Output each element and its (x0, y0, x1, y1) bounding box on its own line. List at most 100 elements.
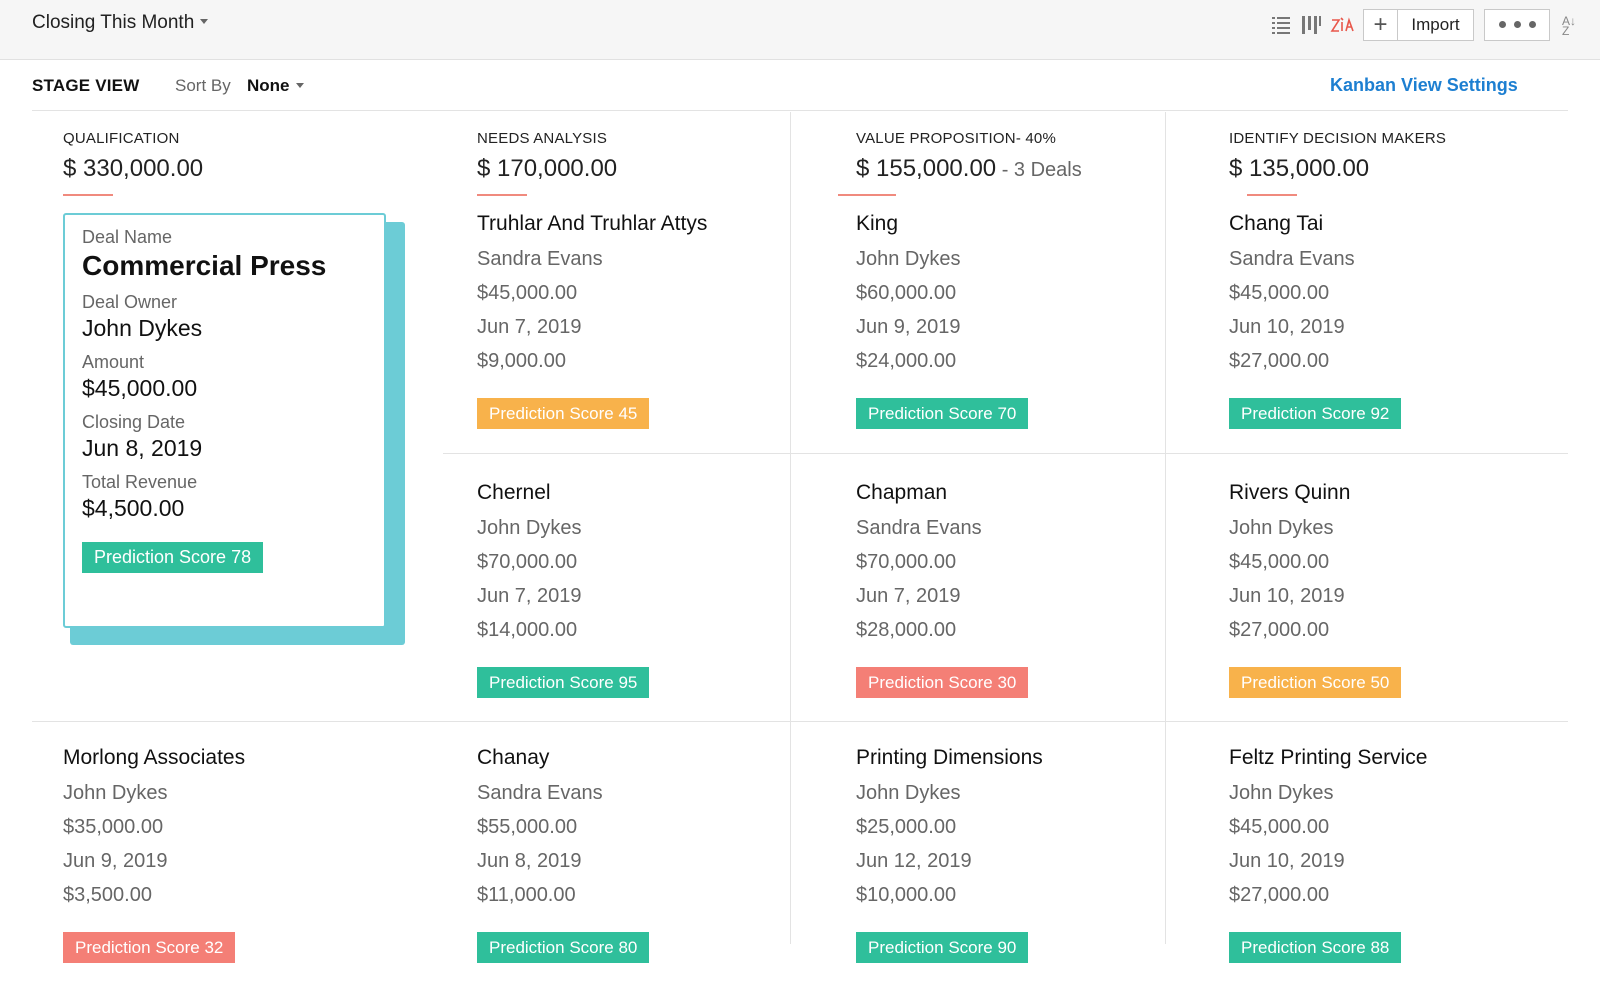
closing-date: Jun 10, 2019 (1229, 850, 1345, 872)
stage-header-needs-analysis: NEEDS ANALYSIS $ 170,000.00 (477, 130, 617, 183)
deal-owner: John Dykes (856, 782, 961, 804)
deal-name: Chernel (477, 481, 551, 504)
total-revenue: $10,000.00 (856, 884, 957, 906)
closing-date: Jun 7, 2019 (856, 585, 961, 607)
total-revenue: $27,000.00 (1229, 884, 1330, 906)
deal-card[interactable]: Truhlar And Truhlar Attys Sandra Evans $45… (477, 212, 707, 429)
closing-date: Jun 7, 2019 (477, 585, 582, 607)
total-revenue: $27,000.00 (1229, 619, 1330, 641)
stage-accent-line (477, 194, 527, 196)
kanban-view-settings-link[interactable]: Kanban View Settings (1330, 75, 1518, 95)
row-divider (32, 721, 1568, 722)
deal-owner: Sandra Evans (1229, 248, 1355, 270)
closing-date: Jun 12, 2019 (856, 850, 972, 872)
deal-name: Commercial Press (82, 250, 327, 281)
deal-name: Morlong Associates (63, 746, 246, 769)
column-divider (790, 112, 791, 944)
prediction-score-badge: Prediction Score 78 (82, 542, 264, 573)
deal-name: King (856, 212, 899, 235)
deal-card[interactable]: Chang Tai Sandra Evans $45,000.00 Jun 10, 2… (1229, 212, 1402, 429)
stage-title: VALUE PROPOSITION- 40% (856, 130, 1057, 147)
deal-card[interactable]: Rivers Quinn John Dykes $45,000.00 Jun 10, … (1229, 481, 1402, 698)
column-divider (1165, 112, 1166, 944)
deal-amount: $25,000.00 (856, 816, 957, 838)
closing-date: Jun 9, 2019 (63, 850, 168, 872)
sort-by-value: None (247, 76, 290, 95)
import-button[interactable]: Import (1397, 9, 1474, 41)
deal-amount: $60,000.00 (856, 282, 957, 304)
deal-card[interactable]: Chanay Sandra Evans $55,000.00 Jun 8, 2019 $… (477, 746, 650, 963)
deal-name: Truhlar And Truhlar Attys (477, 212, 708, 235)
chevron-down-icon (295, 83, 304, 89)
deal-owner: John Dykes (1229, 782, 1334, 804)
stage-accent-line (63, 194, 113, 196)
deal-name: Chanay (477, 746, 550, 769)
list-view-icon[interactable] (1270, 14, 1292, 36)
total-revenue: $14,000.00 (477, 619, 578, 641)
kanban-view-icon[interactable] (1300, 14, 1322, 36)
more-options-button[interactable] (1484, 9, 1550, 41)
deal-amount: $70,000.00 (477, 551, 578, 573)
top-toolbar: Closing This Month + Import A↓ Z (0, 0, 1600, 60)
deal-amount: $45,000.00 (1229, 816, 1330, 838)
stage-view-label: STAGE VIEW (32, 76, 140, 95)
deal-name: Printing Dimensions (856, 746, 1043, 769)
deal-name: Rivers Quinn (1229, 481, 1351, 504)
total-revenue: $9,000.00 (477, 350, 566, 372)
deal-amount: $45,000.00 (1229, 551, 1330, 573)
deal-card[interactable]: Printing Dimensions John Dykes $25,000.00 J… (856, 746, 1043, 963)
deal-amount: $45,000.00 (477, 282, 578, 304)
custom-view-dropdown[interactable]: Closing This Month (32, 12, 209, 34)
deal-card[interactable]: Feltz Printing Service John Dykes $45,000.… (1229, 746, 1427, 963)
deal-card[interactable]: Chapman Sandra Evans $70,000.00 Jun 7, 2019… (856, 481, 1029, 698)
custom-view-label: Closing This Month (32, 12, 195, 33)
sort-az-icon[interactable]: A↓ Z (1562, 14, 1577, 38)
deal-owner: Sandra Evans (477, 782, 603, 804)
row-divider (443, 453, 1568, 454)
total-revenue-label: Total Revenue (82, 472, 198, 492)
deal-amount: $45,000.00 (82, 375, 198, 401)
prediction-score-badge: Prediction Score 95 (477, 667, 650, 698)
zia-icon[interactable] (1330, 14, 1356, 36)
deal-owner: Sandra Evans (856, 517, 982, 539)
total-revenue: $27,000.00 (1229, 350, 1330, 372)
add-button[interactable]: + (1363, 9, 1397, 41)
stage-amount: $ 155,000.00 (856, 155, 997, 182)
deal-amount: $70,000.00 (856, 551, 957, 573)
sort-by-dropdown[interactable]: None (247, 76, 304, 96)
sort-by-label: Sort By (175, 76, 231, 95)
closing-date-label: Closing Date (82, 412, 186, 432)
stage-title: IDENTIFY DECISION MAKERS (1229, 130, 1447, 147)
deal-name: Chapman (856, 481, 948, 504)
stage-header-qualification: QUALIFICATION $ 330,000.00 (63, 130, 203, 183)
stage-amount: $ 330,000.00 (63, 155, 204, 182)
chevron-down-icon (200, 19, 209, 25)
deal-card[interactable]: King John Dykes $60,000.00 Jun 9, 2019 $24,0… (856, 212, 1029, 429)
stage-accent-line (1247, 194, 1297, 196)
deal-card[interactable]: Chernel John Dykes $70,000.00 Jun 7, 2019 $1… (477, 481, 650, 698)
closing-date: Jun 10, 2019 (1229, 316, 1345, 338)
prediction-score-badge: Prediction Score 70 (856, 398, 1029, 429)
dot-icon (1528, 21, 1536, 29)
deal-owner: John Dykes (82, 315, 203, 341)
deal-owner: Sandra Evans (477, 248, 603, 270)
total-revenue: $28,000.00 (856, 619, 957, 641)
prediction-score-badge: Prediction Score 45 (477, 398, 650, 429)
deal-card[interactable]: Morlong Associates John Dykes $35,000.00 Ju… (63, 746, 245, 963)
prediction-score-badge: Prediction Score 32 (63, 932, 236, 963)
prediction-score-badge: Prediction Score 80 (477, 932, 650, 963)
deal-card-commercial-press[interactable]: Deal Name Commercial Press Deal Owner Jo… (63, 213, 386, 628)
deal-owner: John Dykes (1229, 517, 1334, 539)
deal-owner: John Dykes (477, 517, 582, 539)
stage-accent-line (838, 194, 896, 196)
divider (32, 110, 1568, 111)
total-revenue: $3,500.00 (63, 884, 152, 906)
total-revenue: $4,500.00 (82, 495, 185, 521)
stage-title: QUALIFICATION (63, 130, 180, 147)
stage-deal-count: - 3 Deals (996, 159, 1082, 181)
closing-date: Jun 10, 2019 (1229, 585, 1345, 607)
deal-owner: John Dykes (856, 248, 961, 270)
total-revenue: $24,000.00 (856, 350, 957, 372)
stage-header-value-proposition: VALUE PROPOSITION- 40% $ 155,000.00 - 3 … (856, 130, 1082, 183)
prediction-score-badge: Prediction Score 92 (1229, 398, 1402, 429)
